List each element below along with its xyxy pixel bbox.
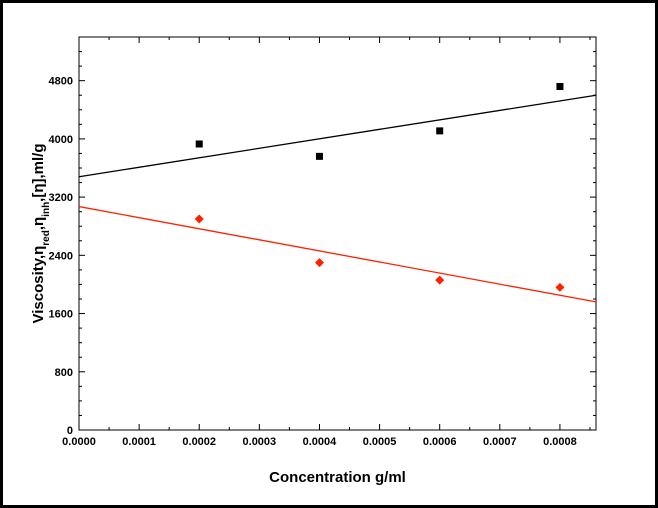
y-tick-label: 4000: [49, 134, 73, 146]
data-markers: [194, 82, 565, 292]
fit-line-series-2: [78, 205, 597, 303]
y-axis-label-inh-subscript: inh: [41, 202, 52, 217]
y-axis-label-red-subscript: red: [41, 230, 52, 246]
y-axis-label-separator: ,η: [30, 217, 47, 230]
square-marker: [436, 127, 444, 135]
y-tick-label: 3200: [49, 192, 73, 204]
y-axis-label-prefix: Viscosity,η: [30, 246, 47, 324]
diamond-marker: [194, 214, 204, 224]
plot-border: [78, 36, 597, 431]
y-tick-label: 4800: [49, 76, 73, 88]
y-tick-label: 0: [67, 425, 73, 437]
y-axis-label: Viscosity,ηred,ηinh,[η],ml/g: [30, 143, 52, 323]
x-tick-label: 0.0002: [182, 436, 216, 448]
x-tick-label: 0.0004: [303, 436, 338, 448]
y-tick-label: 800: [55, 367, 73, 379]
diamond-marker: [555, 282, 565, 292]
square-marker: [556, 82, 564, 90]
x-axis-label: Concentration g/ml: [269, 469, 406, 486]
viscosity-chart: 0.0000 0.0001 0.0002 0.0003 0.0004 0.0005 0.00…: [30, 36, 597, 486]
diamond-marker: [314, 258, 324, 268]
fit-line-series-1: [78, 94, 597, 178]
x-tick-label: 0.0001: [122, 436, 156, 448]
x-tick-label: 0.0000: [62, 436, 96, 448]
y-tick-label: 2400: [49, 250, 73, 262]
square-marker: [195, 140, 203, 148]
fit-lines: [78, 94, 597, 303]
y-axis: 0 800 1600 2400 3200 4000 4800: [49, 51, 596, 437]
y-axis-label-suffix: ,[η],ml/g: [30, 143, 47, 201]
x-tick-label: 0.0005: [363, 436, 397, 448]
plot-area: [78, 36, 597, 431]
x-tick-label: 0.0006: [423, 436, 457, 448]
x-tick-label: 0.0007: [483, 436, 517, 448]
x-tick-label: 0.0003: [243, 436, 277, 448]
diamond-marker: [435, 275, 445, 285]
x-tick-label: 0.0008: [543, 436, 577, 448]
square-marker: [315, 152, 323, 160]
y-tick-label: 1600: [49, 309, 73, 321]
x-axis: 0.0000 0.0001 0.0002 0.0003 0.0004 0.0005 0.00…: [62, 37, 591, 448]
